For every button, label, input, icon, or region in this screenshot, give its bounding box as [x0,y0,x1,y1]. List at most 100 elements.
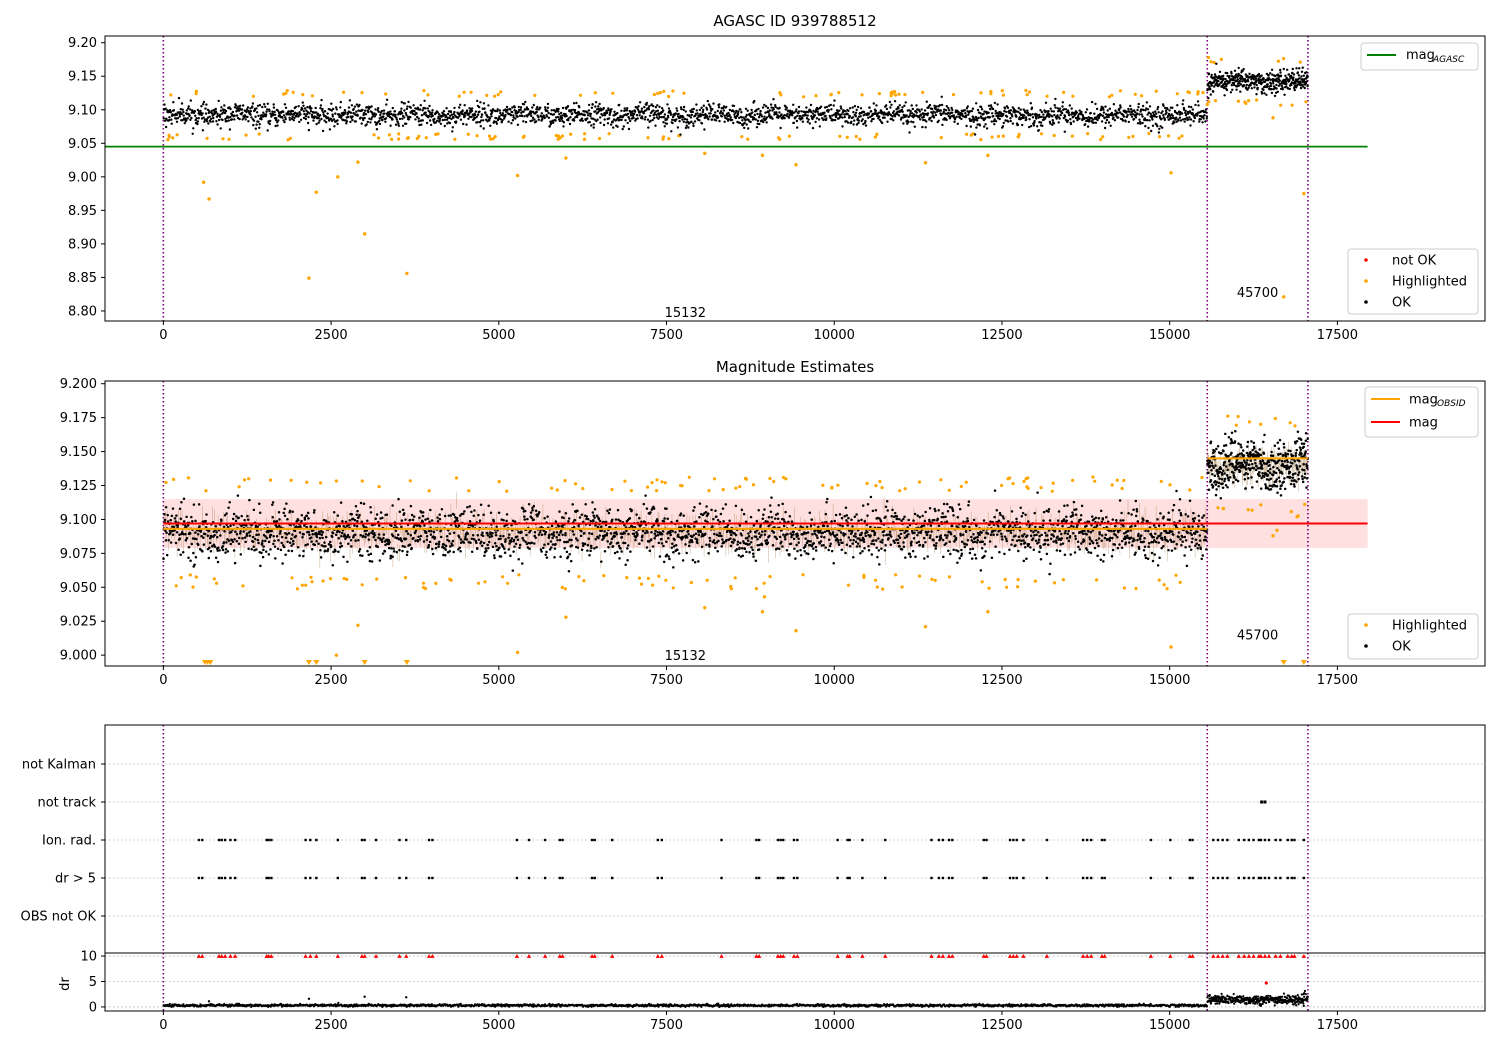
ok-point [307,128,311,132]
highlighted-point [760,153,765,158]
ok-point [271,110,274,113]
ok-point [257,541,260,545]
ok-point [928,103,932,107]
x-tick-label: 15000 [1149,328,1190,343]
ok-point [397,122,400,126]
ok-point [793,111,796,114]
highlighted-point [310,94,314,98]
ok-point [557,110,560,113]
ok-point [975,102,978,105]
ok-point [590,106,594,110]
ok-point [306,543,309,546]
ok-point [1218,70,1222,74]
ok-point [890,103,893,107]
ok-point [228,128,232,131]
ok-point [168,119,171,122]
ok-point [976,123,979,126]
ok-point [985,127,989,130]
ok-point [1213,73,1217,76]
ok-point [878,118,882,122]
highlighted-point [1290,103,1294,107]
ok-point [637,105,640,108]
ok-point [262,111,265,114]
ok-point [1019,108,1022,111]
ok-point [321,107,324,111]
highlighted-point [947,488,951,492]
ok-point [384,120,387,124]
ok-point [221,548,225,552]
ok-point [484,111,487,114]
ok-point [732,104,736,108]
ok-point [870,120,873,123]
ok-point [901,116,905,119]
ok-point [676,126,680,129]
ok-point [1007,120,1010,123]
ok-point [1030,124,1033,128]
ok-point [719,112,722,115]
ok-point [495,120,498,124]
ok-point [1106,109,1110,112]
ok-point [1266,83,1269,86]
highlighted-point [212,577,216,581]
ok-point [1031,116,1035,119]
ok-point [1137,102,1140,106]
ok-point [743,126,746,130]
ok-point [191,132,194,135]
ok-point [1291,67,1295,71]
ok-point [392,113,395,116]
ok-point [504,113,507,117]
ok-point [679,133,682,136]
ok-point [407,118,411,121]
ok-point [1181,103,1184,106]
panel-title: Magnitude Estimates [716,358,874,376]
ok-point [1184,109,1187,113]
ok-point [241,111,244,115]
ok-point [409,504,413,508]
ok-point [482,102,486,105]
ok-point [975,126,978,129]
ok-point [678,120,681,123]
ok-point [745,123,748,126]
ok-point [1232,81,1236,85]
highlighted-point [1271,116,1275,120]
ok-point [681,118,684,121]
ok-point [1179,119,1183,122]
ok-point [825,105,829,109]
ok-point [698,108,702,112]
highlighted-point [1071,94,1075,98]
ok-point [359,534,362,537]
ok-point [593,118,596,121]
ok-point [977,116,980,120]
ok-point [1262,77,1266,81]
ok-point [255,111,259,114]
highlighted-point [629,489,634,493]
ok-point [380,540,384,544]
ok-point [1217,79,1220,83]
ok-point [705,108,709,111]
ok-point [280,535,284,539]
ok-point [1243,78,1247,81]
ok-point [350,104,354,107]
ok-point [202,100,206,104]
highlighted-point [1118,89,1123,93]
ok-point [321,129,325,133]
ok-point [213,545,217,548]
highlighted-point [242,478,247,482]
ok-point [1022,116,1025,120]
ok-point [1203,114,1206,117]
ok-point [1298,77,1301,80]
ok-point [1185,116,1189,120]
ok-point [1224,78,1227,81]
ok-point [310,536,313,539]
ok-point [1008,109,1011,113]
ok-point [1051,119,1055,122]
ok-point [565,114,568,118]
ok-point [1275,87,1278,90]
ok-point [420,114,424,117]
ok-point [1011,115,1014,118]
ok-point [1160,117,1163,121]
ok-point [1284,80,1288,84]
ok-point [1222,74,1225,78]
highlighted-point [778,137,782,141]
